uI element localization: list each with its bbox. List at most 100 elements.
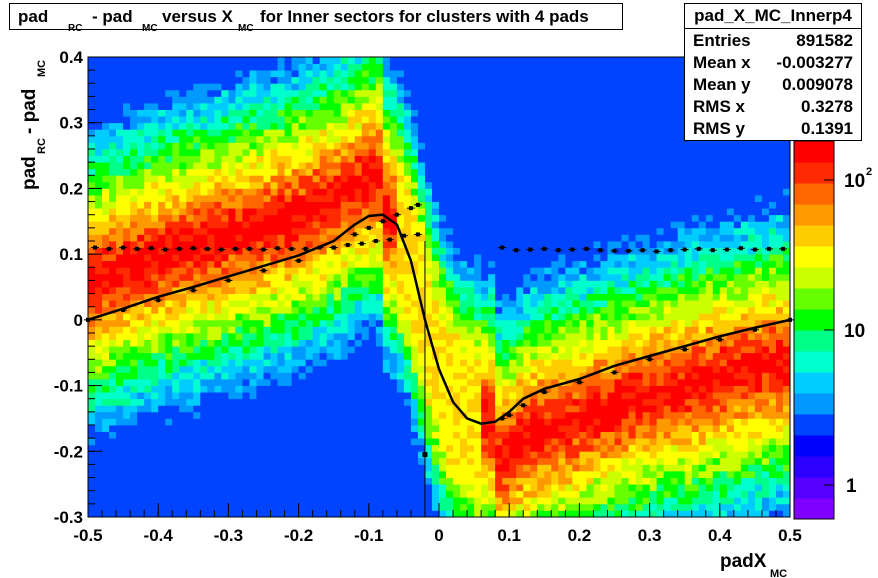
heatmap-cell bbox=[95, 497, 103, 505]
heatmap-cell bbox=[172, 122, 180, 130]
heatmap-cell bbox=[270, 260, 278, 268]
heatmap-cell bbox=[228, 333, 236, 340]
heatmap-cell bbox=[544, 425, 552, 432]
heatmap-cell bbox=[579, 267, 587, 275]
heatmap-cell bbox=[102, 89, 110, 97]
heatmap-cell bbox=[410, 227, 419, 235]
heatmap-cell bbox=[460, 451, 468, 459]
heatmap-cell bbox=[305, 484, 314, 492]
heatmap-cell bbox=[123, 326, 131, 334]
heatmap-cell bbox=[214, 503, 222, 511]
heatmap-cell bbox=[439, 352, 447, 360]
heatmap-cell bbox=[446, 76, 454, 84]
heatmap-cell bbox=[361, 405, 370, 413]
heatmap-cell bbox=[453, 484, 461, 492]
heatmap-cell bbox=[467, 319, 475, 327]
heatmap-cell bbox=[467, 208, 475, 216]
heatmap-cell bbox=[488, 411, 496, 419]
heatmap-cell bbox=[165, 477, 173, 485]
heatmap-cell bbox=[179, 379, 187, 386]
heatmap-cell bbox=[474, 221, 482, 229]
heatmap-cell bbox=[207, 221, 215, 229]
heatmap-cell bbox=[474, 267, 482, 275]
heatmap-cell bbox=[319, 490, 328, 498]
heatmap-cell bbox=[375, 313, 384, 321]
heatmap-cell bbox=[130, 96, 138, 104]
heatmap-cell bbox=[263, 175, 271, 183]
heatmap-cell bbox=[537, 365, 545, 373]
heatmap-cell bbox=[389, 122, 398, 130]
heatmap-cell bbox=[537, 63, 545, 71]
heatmap-cell bbox=[284, 129, 292, 137]
heatmap-cell bbox=[382, 438, 391, 446]
heatmap-cell bbox=[495, 70, 503, 78]
heatmap-cell bbox=[95, 103, 103, 110]
heatmap-cell bbox=[439, 221, 447, 229]
heatmap-cell bbox=[270, 372, 278, 380]
heatmap-cell bbox=[333, 477, 342, 485]
heatmap-cell bbox=[431, 490, 440, 498]
heatmap-cell bbox=[565, 149, 573, 156]
heatmap-cell bbox=[354, 188, 363, 196]
heatmap-cell bbox=[193, 379, 201, 386]
heatmap-cell bbox=[446, 346, 454, 354]
heatmap-cell bbox=[144, 175, 152, 183]
heatmap-cell bbox=[389, 300, 398, 308]
heatmap-cell bbox=[467, 254, 475, 262]
heatmap-cell bbox=[263, 346, 271, 354]
heatmap-cell bbox=[277, 359, 285, 367]
heatmap-cell bbox=[291, 431, 299, 439]
heatmap-cell bbox=[361, 287, 370, 294]
heatmap-cell bbox=[368, 477, 377, 485]
heatmap-cell bbox=[221, 444, 229, 452]
heatmap-cell bbox=[263, 457, 271, 465]
heatmap-cell bbox=[95, 359, 103, 367]
heatmap-cell bbox=[551, 411, 559, 419]
heatmap-cell bbox=[467, 63, 475, 71]
heatmap-cell bbox=[312, 208, 321, 216]
heatmap-cell bbox=[544, 379, 552, 386]
heatmap-cell bbox=[530, 181, 538, 189]
heatmap-cell bbox=[158, 155, 166, 163]
heatmap-cell bbox=[453, 96, 461, 104]
heatmap-cell bbox=[347, 181, 356, 189]
heatmap-cell bbox=[284, 168, 292, 176]
heatmap-cell bbox=[340, 254, 349, 262]
heatmap-cell bbox=[109, 201, 117, 209]
heatmap-cell bbox=[396, 510, 405, 518]
heatmap-cell bbox=[460, 241, 468, 248]
heatmap-cell bbox=[88, 477, 96, 485]
heatmap-cell bbox=[354, 208, 363, 216]
heatmap-cell bbox=[235, 497, 243, 505]
heatmap-cell bbox=[354, 398, 363, 406]
heatmap-cell bbox=[116, 57, 124, 64]
heatmap-cell bbox=[410, 221, 419, 229]
heatmap-cell bbox=[431, 175, 440, 183]
heatmap-cell bbox=[158, 241, 166, 248]
heatmap-cell bbox=[151, 346, 159, 354]
heatmap-cell bbox=[558, 122, 566, 130]
heatmap-cell bbox=[109, 89, 117, 97]
heatmap-cell bbox=[565, 116, 573, 124]
heatmap-cell bbox=[403, 477, 412, 485]
heatmap-cell bbox=[221, 333, 229, 340]
heatmap-cell bbox=[116, 109, 124, 117]
heatmap-cell bbox=[523, 241, 531, 248]
heatmap-cell bbox=[516, 333, 524, 340]
heatmap-cell bbox=[530, 63, 538, 71]
heatmap-cell bbox=[319, 234, 328, 242]
heatmap-cell bbox=[137, 109, 145, 117]
heatmap-cell bbox=[221, 135, 229, 143]
heatmap-cell bbox=[439, 497, 447, 505]
heatmap-cell bbox=[460, 464, 468, 472]
heatmap-cell bbox=[460, 63, 468, 71]
heatmap-cell bbox=[551, 155, 559, 163]
heatmap-cell bbox=[235, 477, 243, 485]
heatmap-cell bbox=[242, 372, 250, 380]
heatmap-cell bbox=[410, 379, 419, 386]
heatmap-cell bbox=[249, 260, 257, 268]
heatmap-cell bbox=[509, 116, 517, 124]
heatmap-cell bbox=[558, 339, 566, 347]
heatmap-cell bbox=[102, 477, 110, 485]
heatmap-cell bbox=[305, 116, 314, 124]
